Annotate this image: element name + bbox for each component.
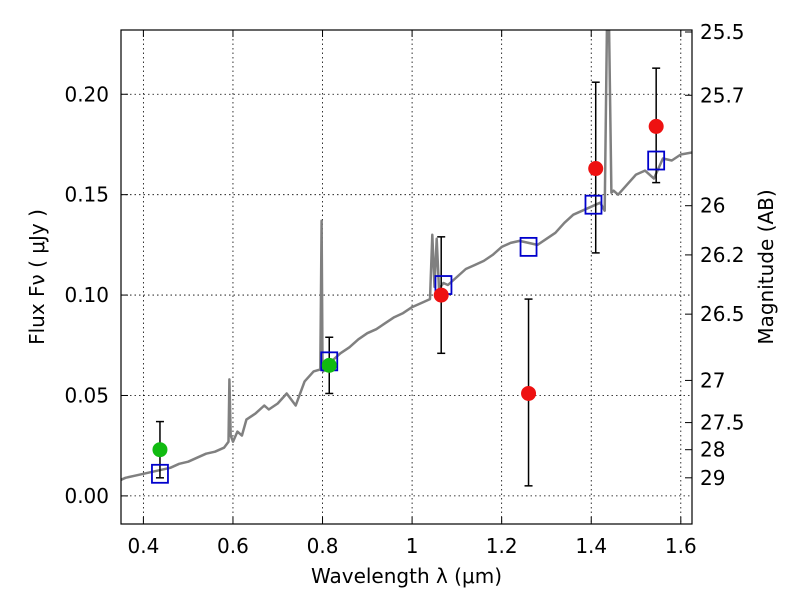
x-tick-label: 0.4 xyxy=(127,534,159,558)
x-tick-label: 1.2 xyxy=(486,534,518,558)
y-tick-label: 0.05 xyxy=(64,383,109,407)
spectrum-layer xyxy=(121,30,692,481)
model-point xyxy=(584,194,603,215)
y2-tick-label: 27.5 xyxy=(700,411,745,435)
green-point xyxy=(321,357,337,373)
x-tick-label: 0.8 xyxy=(307,534,339,558)
y-tick-label: 0.20 xyxy=(64,82,109,106)
detection-point xyxy=(588,161,604,177)
ticks-layer xyxy=(121,30,692,524)
green-point xyxy=(152,442,168,458)
model-point xyxy=(151,463,169,484)
y-tick-label: 0.10 xyxy=(64,283,109,307)
y-axis-label: Flux Fν ( μJy ) xyxy=(25,209,49,345)
y2-tick-label: 28 xyxy=(700,438,725,462)
x-tick-label: 1.6 xyxy=(665,534,697,558)
y2-tick-label: 25.7 xyxy=(700,83,745,107)
model-point xyxy=(647,150,666,171)
y2-tick-label: 26.2 xyxy=(700,243,745,267)
model-point xyxy=(519,236,538,257)
spectrum-line xyxy=(121,30,692,481)
x-tick-label: 1 xyxy=(406,534,419,558)
x-tick-label: 1.4 xyxy=(575,534,607,558)
plot-frame xyxy=(120,29,693,525)
y2-axis-label: Magnitude (AB) xyxy=(754,189,778,344)
x-axis-label: Wavelength λ (μm) xyxy=(311,564,502,588)
y2-tick-label: 29 xyxy=(700,466,725,490)
tick-labels: 0.4 0.6 0.8 1 1.2 1.4 1.6 0.00 0.05 0.10 0.15 0.20 2… xyxy=(64,20,744,558)
y2-tick-label: 25.5 xyxy=(700,20,745,44)
y2-tick-label: 26 xyxy=(700,194,725,218)
y-tick-label: 0.15 xyxy=(64,183,109,207)
detection-point xyxy=(648,118,664,134)
detection-point xyxy=(433,287,449,303)
points-layer xyxy=(151,118,666,484)
detection-point xyxy=(521,385,537,401)
y-tick-label: 0.00 xyxy=(64,484,109,508)
x-tick-label: 0.6 xyxy=(217,534,249,558)
grid xyxy=(121,30,692,524)
y2-tick-label: 27 xyxy=(700,368,725,392)
y2-tick-label: 26.5 xyxy=(700,302,745,326)
